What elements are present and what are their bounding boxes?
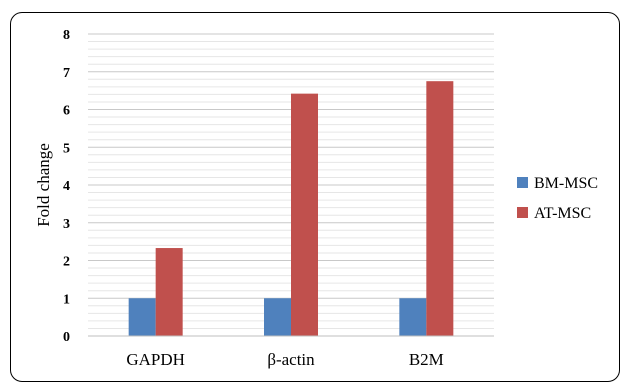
y-tick-label: 5 — [63, 141, 70, 156]
y-tick-label: 8 — [63, 28, 70, 43]
y-tick-label: 6 — [63, 104, 70, 119]
x-category-label: GAPDH — [126, 350, 185, 369]
y-axis-ticks: 0 1 2 3 4 5 6 7 8 — [63, 28, 70, 345]
x-category-label: B2M — [409, 350, 444, 369]
legend-swatch-bm-msc — [517, 177, 528, 188]
y-tick-label: 1 — [63, 292, 70, 307]
legend-swatch-at-msc — [517, 207, 528, 218]
x-category-label: β-actin — [267, 350, 315, 369]
bar-bm-msc-3 — [399, 298, 427, 336]
x-axis-categories: GAPDH β-actin B2M — [126, 350, 443, 369]
y-tick-label: 4 — [63, 179, 70, 194]
y-tick-label: 0 — [63, 330, 70, 345]
legend-label-at-msc: AT-MSC — [534, 205, 591, 222]
y-axis-label: Fold change — [34, 143, 53, 227]
y-tick-label: 2 — [63, 255, 70, 270]
y-tick-label: 3 — [63, 217, 70, 232]
bar-bm-msc-2 — [264, 298, 291, 336]
bar-at-msc-2 — [291, 93, 318, 337]
y-tick-label: 7 — [63, 66, 70, 81]
bar-at-msc-1 — [155, 248, 183, 336]
bar-bm-msc-1 — [128, 298, 156, 336]
legend-label-bm-msc: BM-MSC — [534, 175, 598, 192]
legend: BM-MSC AT-MSC — [517, 175, 598, 222]
bar-at-msc-3 — [426, 81, 454, 336]
bars — [128, 81, 454, 337]
